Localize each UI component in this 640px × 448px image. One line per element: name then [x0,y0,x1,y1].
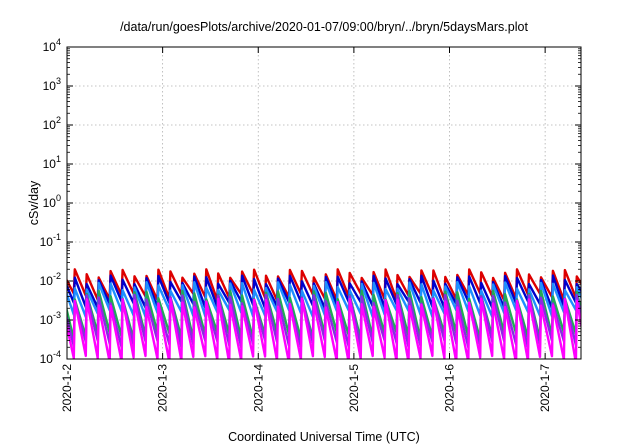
y-tick-label: 10-4 [40,349,61,366]
y-tick-label: 104 [43,37,61,54]
series-line [67,289,581,341]
y-axis: 10-4 10-3 10-2 10-1 100 101 102 103 104 [40,37,581,366]
x-axis-label: Coordinated Universal Time (UTC) [228,430,420,444]
series-line [67,268,581,302]
series-group [67,268,581,359]
chart-title: /data/run/goesPlots/archive/2020-01-07/0… [120,20,528,34]
x-tick-label: 2020-1-7 [538,364,552,412]
y-tick-label: 10-3 [40,310,61,327]
series-line [67,297,581,359]
series-line [67,293,581,349]
y-tick-label: 10-2 [40,271,61,288]
y-axis-label: cSv/day [27,180,41,225]
x-axis: 2020-1-2 2020-1-3 2020-1-4 2020-1-5 2020-1-6… [60,47,552,412]
series-line [67,274,581,310]
y-tick-label: 103 [43,76,61,93]
y-tick-label: 100 [43,193,61,210]
y-tick-label: 101 [43,154,61,171]
x-tick-label: 2020-1-5 [347,364,361,412]
x-tick-label: 2020-1-2 [60,364,74,412]
series-line [67,280,581,319]
x-tick-label: 2020-1-3 [156,364,170,412]
x-tick-label: 2020-1-6 [443,364,457,412]
x-tick-label: 2020-1-4 [251,364,265,412]
y-tick-label: 102 [43,115,61,132]
y-tick-label: 10-1 [40,232,61,249]
